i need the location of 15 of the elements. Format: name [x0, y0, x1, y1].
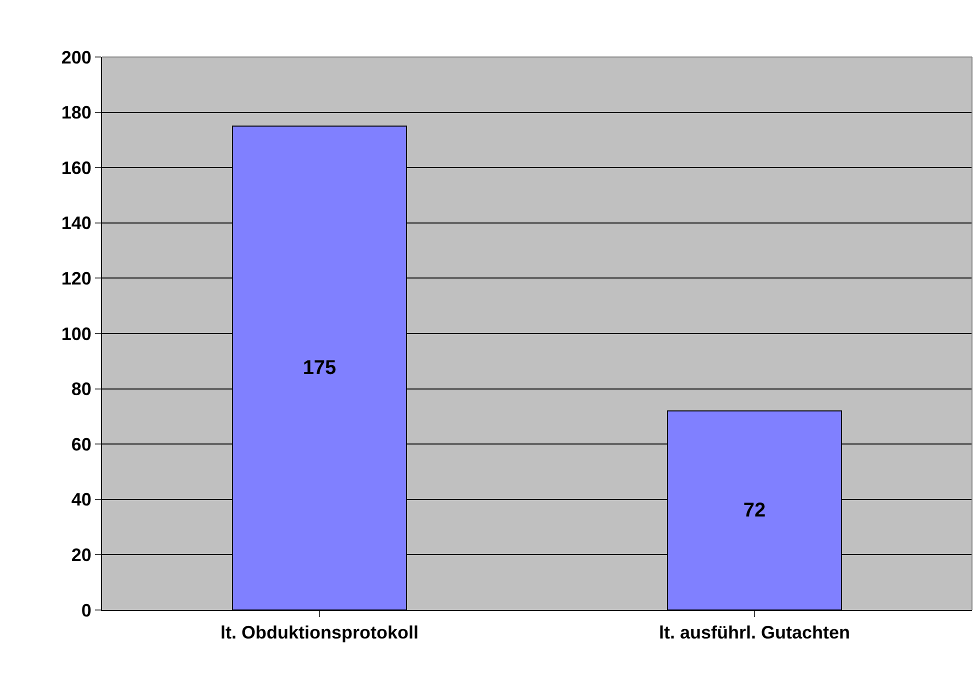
y-tick-label: 140 — [61, 213, 92, 234]
y-tick-label: 60 — [71, 434, 92, 454]
y-tick-label: 20 — [71, 545, 92, 565]
y-tick-label: 180 — [61, 102, 92, 123]
y-tick-label: 100 — [61, 324, 92, 344]
data-label: 72 — [743, 499, 766, 522]
y-tick-label: 40 — [71, 490, 92, 510]
y-tick-label: 160 — [61, 158, 92, 178]
x-tick-label: lt. Obduktionsprotokoll — [220, 622, 418, 643]
y-tick-label: 0 — [81, 600, 92, 620]
x-tick-label: lt. ausführl. Gutachten — [658, 622, 850, 643]
data-label: 175 — [302, 357, 336, 380]
y-tick-label: 200 — [61, 47, 92, 68]
y-tick-label: 80 — [71, 379, 92, 400]
y-tick-label: 120 — [61, 268, 92, 288]
